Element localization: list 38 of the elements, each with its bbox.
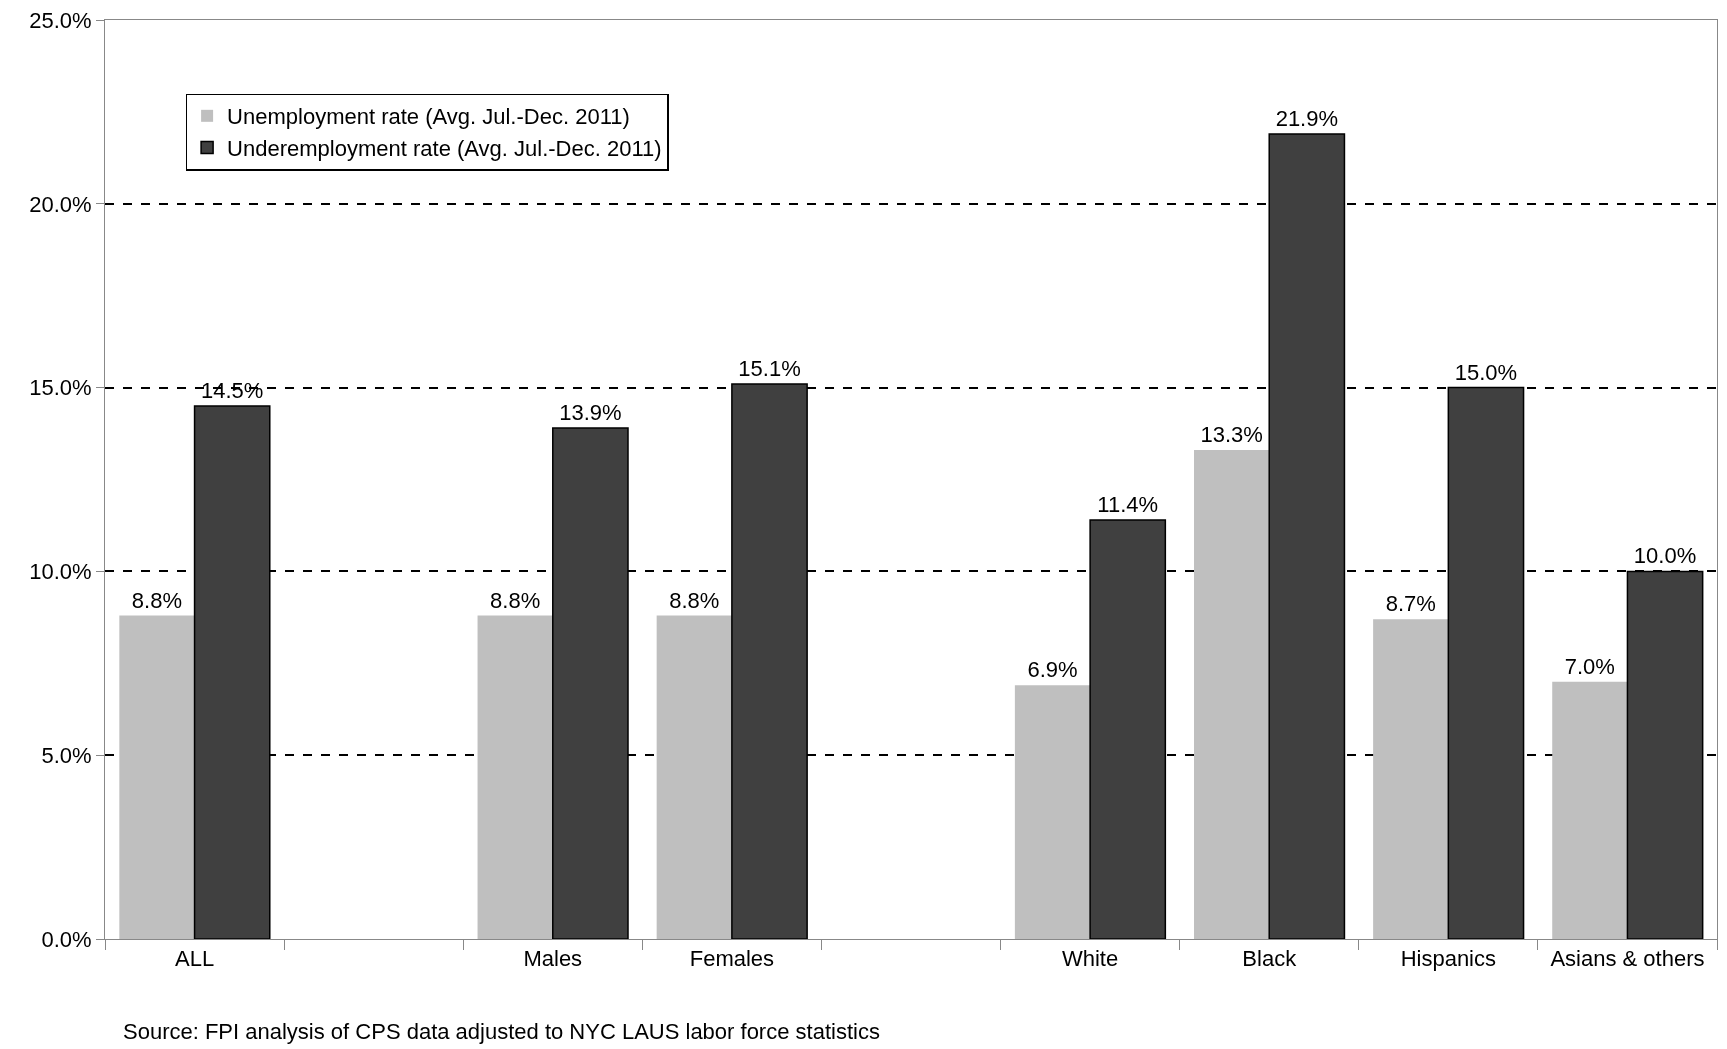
y-tick-label: 0.0% [41,926,92,952]
y-tick-label: 20.0% [29,191,92,217]
bar [1268,133,1346,939]
data-label: 13.9% [559,400,622,426]
data-label: 6.9% [1027,657,1078,683]
x-tick-label: Females [689,946,775,972]
legend-label: Unemployment rate (Avg. Jul.-Dec. 2011) [227,104,630,130]
data-label: 13.3% [1200,422,1263,448]
data-label: 8.8% [490,587,541,613]
x-tick-label: Hispanics [1400,946,1497,972]
x-tick-label: White [1061,946,1119,972]
legend-label: Underemployment rate (Avg. Jul.-Dec. 2011) [227,136,662,161]
data-label: 8.8% [669,587,720,613]
bar [656,615,732,939]
data-label: 15.1% [738,355,801,381]
bar [1014,685,1091,939]
data-label: 21.9% [1275,105,1339,131]
data-label: 8.8% [131,587,183,613]
data-label: 10.0% [1633,543,1697,569]
bar [477,615,553,939]
data-label: 8.7% [1385,591,1436,617]
y-tick-label: 25.0% [29,7,92,33]
x-tick-label: Black [1242,946,1298,972]
bar [1552,681,1628,939]
bar [119,615,195,939]
x-tick-label: Asians & others [1550,946,1705,972]
bar [1373,619,1449,939]
y-tick-label: 10.0% [29,559,92,585]
data-label: 11.4% [1097,491,1159,517]
y-tick-label: 15.0% [29,375,92,401]
x-tick-label: Males [523,946,583,972]
data-label: 7.0% [1564,653,1615,679]
x-tick-label: ALL [174,946,215,972]
source-note: Source: FPI analysis of CPS data adjusted to NYC LAUS labor force statistics [123,1019,880,1044]
data-label: 15.0% [1454,359,1518,385]
bar [1194,450,1270,939]
y-tick-label: 5.0% [41,742,92,768]
bar [1447,386,1525,939]
